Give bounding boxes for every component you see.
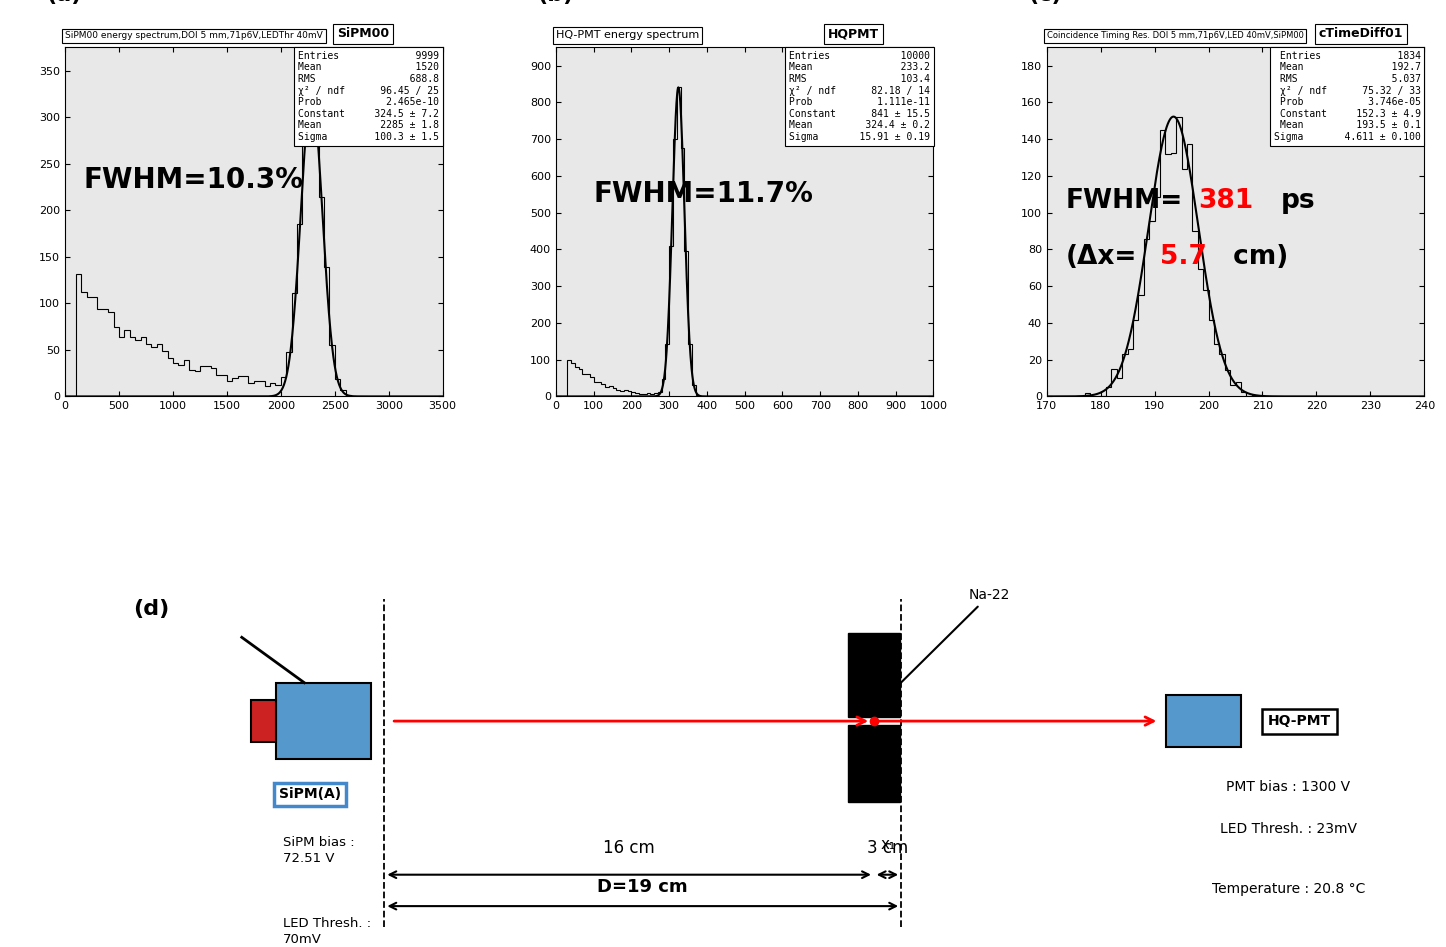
Text: cm): cm)	[1225, 243, 1288, 270]
Text: Entries            10000
Mean               233.2
RMS                103.4
χ² / : Entries 10000 Mean 233.2 RMS 103.4 χ² /	[788, 51, 930, 142]
Text: (d): (d)	[133, 599, 169, 619]
Text: cTimeDiff01: cTimeDiff01	[1319, 27, 1403, 41]
Text: HQ-PMT energy spectrum: HQ-PMT energy spectrum	[555, 30, 700, 41]
Text: SiPM bias :
72.51 V: SiPM bias : 72.51 V	[282, 836, 354, 866]
Text: D=19 cm: D=19 cm	[597, 878, 688, 896]
Text: LED Thresh. : 23mV: LED Thresh. : 23mV	[1220, 822, 1356, 836]
Text: Coincidence Timing Res. DOI 5 mm,71p6V,LED 40mV,SiPM00: Coincidence Timing Res. DOI 5 mm,71p6V,L…	[1047, 31, 1304, 41]
Text: FWHM=: FWHM=	[1066, 188, 1183, 214]
Text: 5.7: 5.7	[1160, 243, 1207, 270]
Text: SiPM00 energy spectrum,DOI 5 mm,71p6V,LEDThr 40mV: SiPM00 energy spectrum,DOI 5 mm,71p6V,LE…	[65, 31, 322, 41]
Text: (c): (c)	[1028, 0, 1061, 5]
Bar	[252, 700, 276, 742]
Text: LED Thresh. :
70mV: LED Thresh. : 70mV	[282, 917, 370, 946]
Text: PMT bias : 1300 V: PMT bias : 1300 V	[1226, 780, 1351, 795]
Bar	[276, 683, 370, 759]
Bar	[847, 633, 899, 717]
Text: HQPMT: HQPMT	[827, 27, 879, 41]
Text: SiPM00: SiPM00	[337, 27, 389, 41]
Text: 381: 381	[1197, 188, 1254, 214]
Text: Temperature : 20.8 °C: Temperature : 20.8 °C	[1212, 882, 1365, 896]
Text: FWHM=11.7%: FWHM=11.7%	[594, 180, 814, 208]
Text: (b): (b)	[536, 0, 573, 5]
Text: SiPM(A): SiPM(A)	[279, 787, 341, 801]
Text: (Δx=: (Δx=	[1066, 243, 1137, 270]
Text: Entries             1834
Mean               192.7
RMS                5.037
χ² / : Entries 1834 Mean 192.7 RMS 5.037 χ² /	[1274, 51, 1420, 142]
Text: 3 cm: 3 cm	[866, 839, 908, 857]
Text: FWHM=10.3%: FWHM=10.3%	[84, 166, 304, 194]
Text: HQ-PMT: HQ-PMT	[1268, 714, 1332, 728]
Text: 16 cm: 16 cm	[603, 839, 655, 857]
Text: x₁: x₁	[881, 837, 895, 852]
Text: (a): (a)	[46, 0, 81, 5]
Text: Na-22: Na-22	[885, 588, 1011, 699]
Bar	[847, 725, 899, 802]
Text: ps: ps	[1281, 188, 1316, 214]
Bar	[1165, 695, 1241, 747]
Text: Entries             9999
Mean                1520
RMS                688.8
χ² / : Entries 9999 Mean 1520 RMS 688.8 χ² /	[298, 51, 440, 142]
